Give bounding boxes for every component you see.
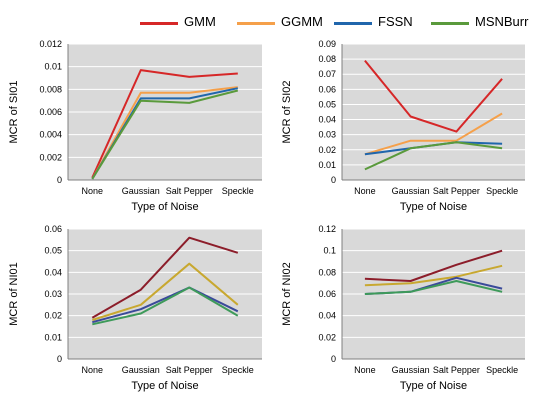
legend: GMM GGMM FSSN MSNBurr xyxy=(0,14,550,32)
series-line-gmm xyxy=(364,249,503,282)
series-line-ggmm xyxy=(91,86,238,180)
series-line-ggmm xyxy=(92,262,239,321)
y-tick-label: 0.01 xyxy=(44,332,62,342)
series-line-ggmm xyxy=(364,112,503,156)
y-tick-label: 0.08 xyxy=(318,267,336,277)
y-tick-label: 0.004 xyxy=(39,130,62,140)
x-axis-title: Type of Noise xyxy=(131,201,198,213)
y-tick-label: 0.02 xyxy=(44,311,62,321)
y-tick-label: 0.08 xyxy=(318,54,336,64)
y-tick-label: 0.04 xyxy=(44,267,62,277)
y-tick-label: 0 xyxy=(331,354,336,364)
x-tick-label: Salt Pepper xyxy=(166,365,213,375)
series-line-msnburr xyxy=(92,286,239,326)
series-line-gmm xyxy=(364,59,503,133)
y-tick-label: 0 xyxy=(57,354,62,364)
series-line-msnburr xyxy=(91,89,239,180)
x-tick-label: Salt Pepper xyxy=(433,186,480,196)
x-tick-label: Gaussian xyxy=(122,186,160,196)
y-tick-label: 0.05 xyxy=(318,99,336,109)
y-axis-title: MCR of NI02 xyxy=(281,262,293,326)
legend-swatch-msnburr xyxy=(431,22,469,25)
y-tick-label: 0.01 xyxy=(318,160,336,170)
y-axis-title: MCR of NI01 xyxy=(8,262,20,326)
x-tick-label: Gaussian xyxy=(392,365,430,375)
y-tick-label: 0.04 xyxy=(318,115,336,125)
y-tick-label: 0.12 xyxy=(318,224,336,234)
plot-area xyxy=(342,44,525,180)
y-axis-title: MCR of SI01 xyxy=(8,81,20,144)
series-line-msnburr xyxy=(364,141,503,171)
x-tick-label: Salt Pepper xyxy=(433,365,480,375)
x-tick-label: Speckle xyxy=(486,186,518,196)
y-tick-label: 0 xyxy=(331,175,336,185)
series-line-fssn xyxy=(92,286,239,324)
series-line-gmm xyxy=(91,236,239,319)
y-tick-label: 0.008 xyxy=(39,84,62,94)
x-tick-label: None xyxy=(81,365,103,375)
legend-swatch-ggmm xyxy=(237,22,275,25)
x-tick-label: None xyxy=(81,186,103,196)
y-tick-label: 0.03 xyxy=(318,130,336,140)
y-tick-label: 0.006 xyxy=(39,107,62,117)
x-axis-title: Type of Noise xyxy=(400,201,467,213)
y-axis-title: MCR of SI02 xyxy=(281,81,293,144)
series-line-gmm xyxy=(91,69,238,179)
series-line-msnburr xyxy=(364,280,503,295)
y-tick-label: 0.02 xyxy=(318,332,336,342)
legend-swatch-fssn xyxy=(334,22,372,25)
x-tick-label: Speckle xyxy=(222,365,254,375)
legend-label-gmm: GMM xyxy=(184,14,216,29)
y-tick-label: 0.012 xyxy=(39,39,62,49)
x-tick-label: Salt Pepper xyxy=(166,186,213,196)
y-tick-label: 0.01 xyxy=(44,62,62,72)
series-line-ggmm xyxy=(364,264,503,287)
legend-label-fssn: FSSN xyxy=(378,14,413,29)
x-tick-label: None xyxy=(354,365,376,375)
y-tick-label: 0.07 xyxy=(318,69,336,79)
y-tick-label: 0.02 xyxy=(318,145,336,155)
x-tick-label: Speckle xyxy=(222,186,254,196)
y-tick-label: 0.06 xyxy=(44,224,62,234)
x-axis-title: Type of Noise xyxy=(400,380,467,392)
x-tick-label: None xyxy=(354,186,376,196)
x-axis-title: Type of Noise xyxy=(131,380,198,392)
x-tick-label: Gaussian xyxy=(122,365,160,375)
y-tick-label: 0.04 xyxy=(318,311,336,321)
x-tick-label: Gaussian xyxy=(392,186,430,196)
y-tick-label: 0 xyxy=(57,175,62,185)
y-tick-label: 0.06 xyxy=(318,289,336,299)
legend-swatch-gmm xyxy=(140,22,178,25)
legend-label-msnburr: MSNBurr xyxy=(475,14,529,29)
legend-label-ggmm: GGMM xyxy=(281,14,323,29)
y-tick-label: 0.03 xyxy=(44,289,62,299)
y-tick-label: 0.09 xyxy=(318,39,336,49)
y-tick-label: 0.1 xyxy=(323,246,336,256)
y-tick-label: 0.05 xyxy=(44,246,62,256)
x-tick-label: Speckle xyxy=(486,365,518,375)
y-tick-label: 0.06 xyxy=(318,84,336,94)
y-tick-label: 0.002 xyxy=(39,152,62,162)
